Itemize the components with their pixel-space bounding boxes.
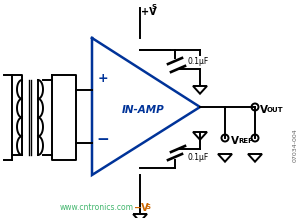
Text: +: + [98,72,108,85]
Text: S: S [152,4,157,10]
Text: S: S [145,204,150,210]
Text: 07034-004: 07034-004 [293,128,298,162]
Text: OUT: OUT [267,107,284,113]
Text: 0.1μF: 0.1μF [187,56,208,65]
Text: 0.1μF: 0.1μF [187,153,208,162]
Text: www.cntronics.com: www.cntronics.com [60,203,134,212]
Text: +V: +V [141,7,157,17]
Text: V: V [260,105,268,115]
Text: −: − [97,133,109,148]
Text: −V: −V [134,203,150,213]
Text: V: V [231,136,239,146]
Text: IN-AMP: IN-AMP [122,105,164,115]
Text: REF: REF [238,138,253,144]
